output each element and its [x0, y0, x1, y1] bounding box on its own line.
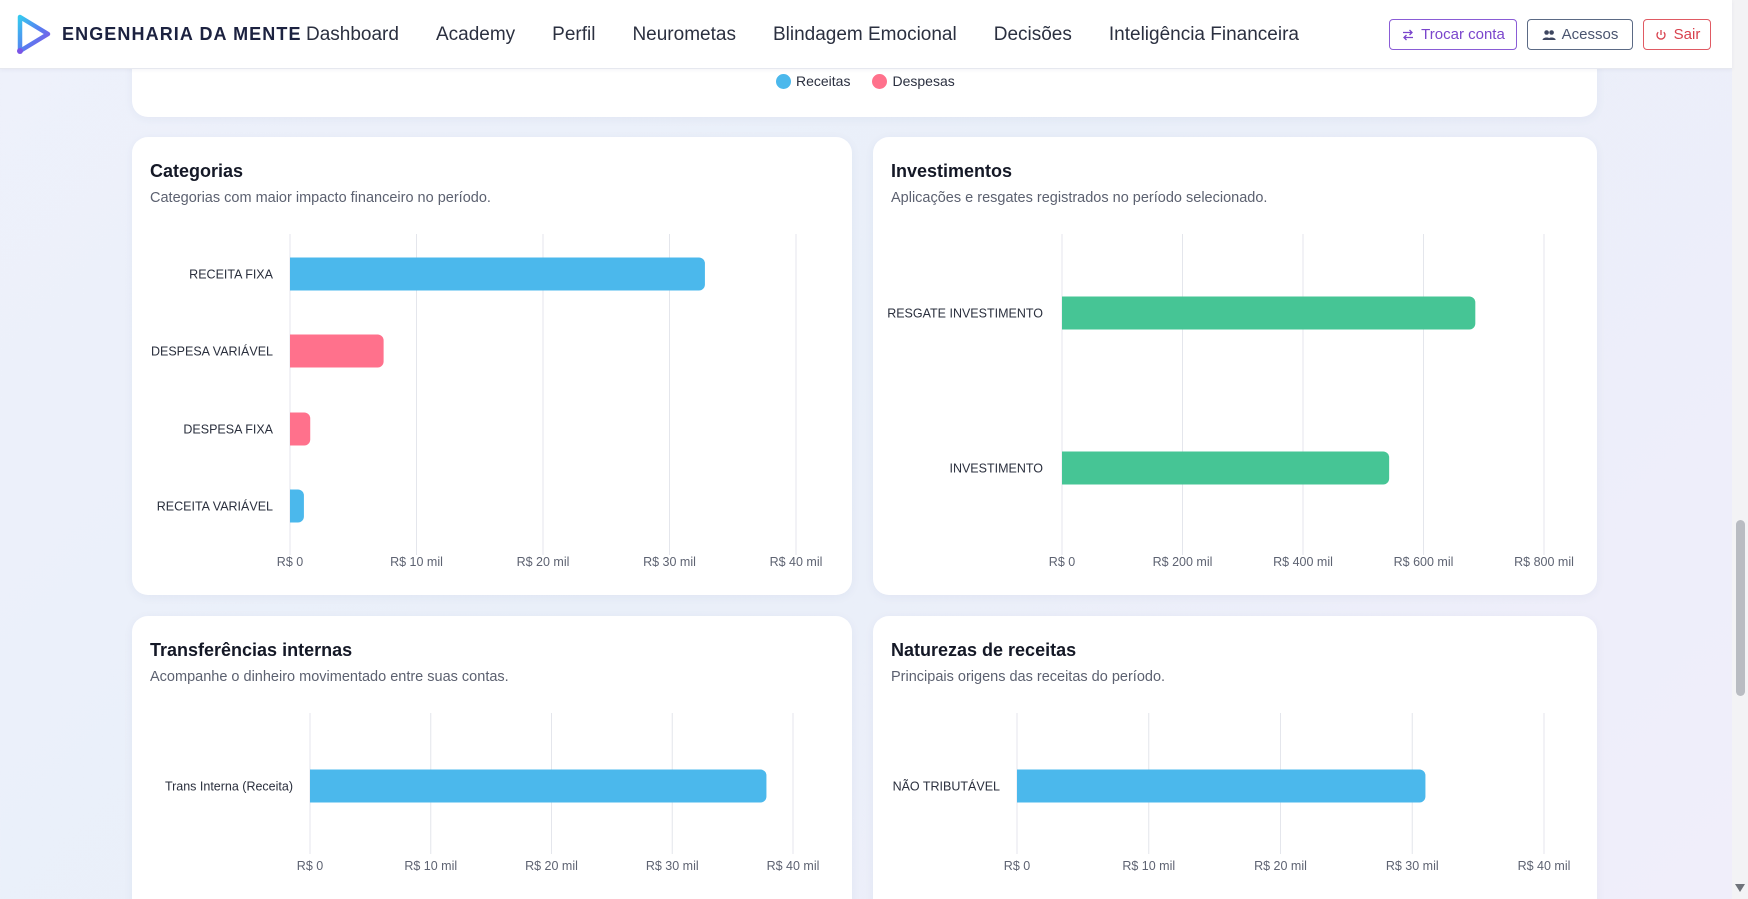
x-tick-label: R$ 10 mil — [390, 555, 443, 569]
naturezas-chart[interactable]: R$ 0 R$ 10 mil R$ 20 mil R$ 30 mil R$ 40 mil… — [873, 616, 1597, 899]
x-tick-label: R$ 20 mil — [517, 555, 570, 569]
bar-base — [1062, 296, 1070, 330]
card-subtitle: Acompanhe o dinheiro movimentado entre s… — [150, 669, 509, 685]
nav-neurometas[interactable]: Neurometas — [632, 23, 736, 45]
access-label: Acessos — [1561, 26, 1619, 43]
card-title: Transferências internas — [150, 640, 353, 660]
brand-logo-icon — [17, 14, 51, 54]
legend-item-despesas[interactable]: Despesas — [872, 73, 955, 89]
category-label: RESGATE INVESTIMENTO — [887, 307, 1043, 321]
page-scrollbar[interactable] — [1732, 0, 1748, 899]
bar[interactable] — [1017, 769, 1426, 803]
legend-label-receitas: Receitas — [796, 73, 851, 89]
naturezas-card: Naturezas de receitas Principais origens… — [873, 616, 1597, 899]
bar[interactable] — [1062, 451, 1390, 485]
power-icon — [1656, 29, 1666, 40]
main-nav: Dashboard Academy Perfil Neurometas Blin… — [306, 0, 1336, 69]
bar[interactable] — [290, 257, 705, 291]
x-tick-label: R$ 0 — [1004, 859, 1030, 873]
brand[interactable]: ENGENHARIA DA MENTE — [14, 13, 302, 55]
top-navbar: ENGENHARIA DA MENTE Dashboard Academy Pe… — [0, 0, 1732, 69]
swap-icon — [1403, 29, 1414, 40]
x-tick-label: R$ 20 mil — [525, 859, 578, 873]
investimentos-chart[interactable]: R$ 0 R$ 200 mil R$ 400 mil R$ 600 mil R$ 800… — [873, 137, 1597, 595]
x-tick-label: R$ 0 — [1049, 555, 1075, 569]
switch-account-label: Trocar conta — [1421, 26, 1505, 43]
investimentos-card: Investimentos Aplicações e resgates regi… — [873, 137, 1597, 595]
x-tick-label: R$ 10 mil — [404, 859, 457, 873]
card-title: Investimentos — [891, 161, 1013, 181]
x-tick-label: R$ 600 mil — [1394, 555, 1454, 569]
switch-account-button[interactable]: Trocar conta — [1389, 19, 1517, 50]
logout-label: Sair — [1673, 26, 1701, 43]
x-tick-label: R$ 30 mil — [643, 555, 696, 569]
category-label: RECEITA FIXA — [189, 268, 273, 282]
bar[interactable] — [290, 334, 384, 368]
receitas-swatch — [776, 73, 791, 89]
bar-base — [1017, 769, 1025, 803]
bar[interactable] — [310, 769, 767, 803]
chart-legend: Receitas Despesas — [776, 73, 977, 89]
x-tick-label: R$ 800 mil — [1514, 555, 1574, 569]
categorias-chart[interactable]: R$ 0 R$ 10 mil R$ 20 mil R$ 30 mil R$ 40 mil… — [132, 137, 852, 595]
legend-label-despesas: Despesas — [892, 73, 955, 89]
x-tick-label: R$ 30 mil — [646, 859, 699, 873]
bar-base — [290, 334, 298, 368]
category-label: INVESTIMENTO — [949, 462, 1043, 476]
category-label: DESPESA FIXA — [183, 423, 273, 437]
category-label: DESPESA VARIÁVEL — [151, 344, 273, 359]
despesas-swatch — [872, 73, 888, 89]
x-tick-label: R$ 10 mil — [1122, 859, 1175, 873]
x-tick-label: R$ 40 mil — [770, 555, 823, 569]
users-icon — [1542, 29, 1556, 40]
transferencias-card: Transferências internas Acompanhe o dinh… — [132, 616, 852, 899]
nav-perfil[interactable]: Perfil — [552, 23, 596, 45]
x-tick-label: R$ 400 mil — [1273, 555, 1333, 569]
x-tick-label: R$ 20 mil — [1254, 859, 1307, 873]
card-subtitle: Principais origens das receitas do perío… — [891, 669, 1166, 685]
nav-inteligencia-financeira[interactable]: Inteligência Financeira — [1108, 23, 1299, 45]
nav-decisoes[interactable]: Decisões — [993, 23, 1072, 45]
bar[interactable] — [1062, 296, 1476, 330]
x-tick-label: R$ 30 mil — [1386, 859, 1439, 873]
x-tick-label: R$ 0 — [297, 859, 323, 873]
access-button[interactable]: Acessos — [1527, 19, 1633, 50]
scroll-down-arrow-icon[interactable] — [1735, 884, 1745, 892]
bar-base — [290, 412, 298, 446]
bar-base — [1062, 451, 1070, 485]
card-title: Categorias — [150, 161, 244, 181]
card-subtitle: Categorias com maior impacto financeiro … — [150, 190, 491, 206]
legend-item-receitas[interactable]: Receitas — [776, 73, 850, 89]
nav-dashboard[interactable]: Dashboard — [306, 23, 399, 45]
categorias-card: Categorias Categorias com maior impacto … — [132, 137, 852, 595]
x-tick-label: R$ 0 — [277, 555, 303, 569]
scrollbar-thumb[interactable] — [1736, 520, 1745, 696]
bar-base — [290, 257, 298, 291]
card-subtitle: Aplicações e resgates registrados no per… — [891, 190, 1268, 206]
logout-button[interactable]: Sair — [1643, 19, 1711, 50]
category-label: NÃO TRIBUTÁVEL — [893, 779, 1000, 794]
x-tick-label: R$ 200 mil — [1153, 555, 1213, 569]
transferencias-chart[interactable]: R$ 0 R$ 10 mil R$ 20 mil R$ 30 mil R$ 40 mil… — [132, 616, 852, 899]
bar-base — [290, 489, 298, 523]
x-tick-label: R$ 40 mil — [767, 859, 820, 873]
x-tick-label: R$ 40 mil — [1518, 859, 1571, 873]
nav-blindagem-emocional[interactable]: Blindagem Emocional — [772, 23, 957, 45]
brand-name: ENGENHARIA DA MENTE — [62, 23, 302, 44]
nav-academy[interactable]: Academy — [435, 23, 516, 45]
category-label: Trans Interna (Receita) — [165, 780, 293, 794]
bar-base — [310, 769, 318, 803]
card-title: Naturezas de receitas — [891, 640, 1077, 660]
category-label: RECEITA VARIÁVEL — [157, 499, 273, 514]
